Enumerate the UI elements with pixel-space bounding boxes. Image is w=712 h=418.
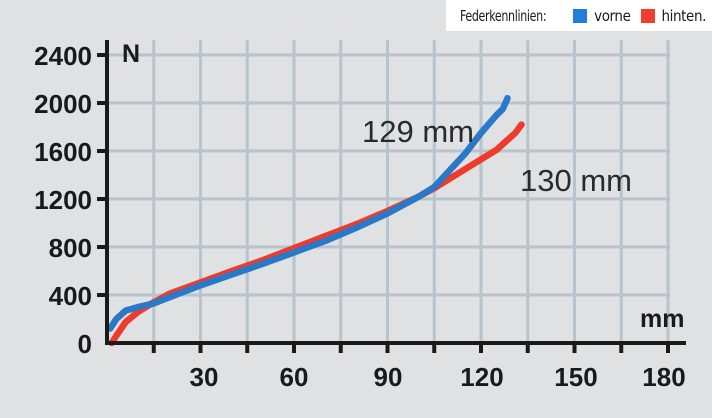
x-tick-label: 30 — [190, 362, 219, 392]
legend: Federkennlinien: vorne hinten. — [445, 0, 712, 31]
curve-vorne — [106, 94, 511, 332]
x-tick-label: 150 — [554, 362, 597, 392]
axes — [97, 40, 686, 353]
y-axis-unit: N — [122, 40, 140, 68]
legend-title: Federkennlinien: — [459, 6, 547, 25]
legend-swatch-rear — [640, 8, 655, 23]
y-tick-label: 400 — [49, 281, 92, 311]
y-tick-label: 2400 — [34, 41, 92, 71]
x-tick-label: 60 — [280, 362, 309, 392]
x-axis-unit: mm — [640, 305, 684, 333]
front-travel-annotation: 129 mm — [362, 114, 474, 149]
spring-curves — [106, 94, 525, 347]
rear-travel-annotation: 130 mm — [520, 163, 632, 198]
legend-label-front: vorne — [594, 6, 631, 25]
x-tick-label: 90 — [374, 362, 403, 392]
y-tick-label: 2000 — [34, 89, 92, 119]
y-tick-label: 1600 — [34, 137, 92, 167]
legend-swatch-front — [573, 8, 588, 23]
y-tick-label: 0 — [78, 329, 92, 359]
y-tick-label: 1200 — [34, 185, 92, 215]
grid-lines — [107, 40, 670, 343]
x-tick-label: 180 — [642, 362, 685, 392]
x-tick-label: 120 — [460, 362, 503, 392]
legend-label-rear: hinten. — [661, 6, 707, 25]
y-tick-label: 800 — [49, 233, 92, 263]
